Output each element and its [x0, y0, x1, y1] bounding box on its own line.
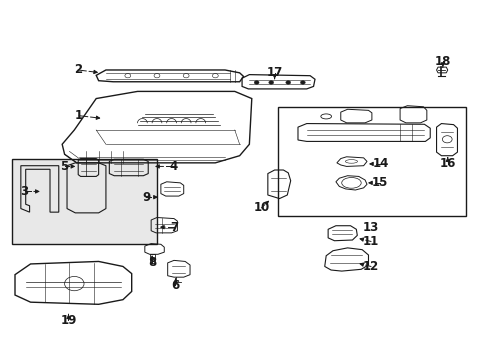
Circle shape — [285, 81, 290, 84]
Text: 3: 3 — [20, 185, 29, 198]
Text: 9: 9 — [142, 191, 150, 204]
Bar — [12, 158, 157, 244]
Text: 17: 17 — [266, 66, 282, 79]
Text: 15: 15 — [371, 176, 387, 189]
Text: 2: 2 — [74, 63, 82, 76]
Text: 12: 12 — [362, 260, 378, 273]
Text: 14: 14 — [372, 157, 388, 170]
Circle shape — [254, 81, 259, 84]
Text: 8: 8 — [148, 256, 156, 269]
Circle shape — [300, 81, 305, 84]
Text: 11: 11 — [362, 235, 378, 248]
Text: 10: 10 — [253, 201, 269, 214]
Text: 5: 5 — [61, 160, 69, 173]
Text: 13: 13 — [362, 221, 378, 234]
Text: 7: 7 — [170, 221, 178, 234]
Text: 18: 18 — [434, 55, 450, 68]
Text: 4: 4 — [169, 160, 178, 173]
Text: 19: 19 — [60, 314, 77, 327]
Text: 1: 1 — [75, 109, 83, 122]
Bar — [277, 108, 465, 216]
Text: 16: 16 — [439, 157, 455, 170]
Circle shape — [268, 81, 273, 84]
Text: 6: 6 — [171, 279, 179, 292]
